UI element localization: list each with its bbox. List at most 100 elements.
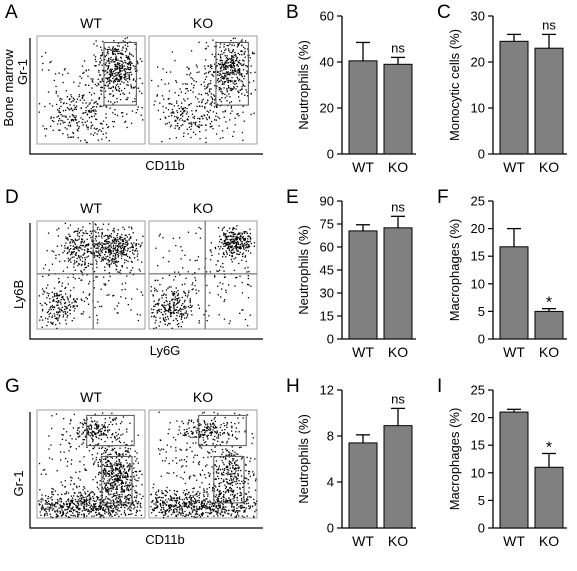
bar-ko — [534, 47, 564, 155]
bar-ko — [383, 227, 413, 340]
y-tick-label: 0 — [478, 332, 485, 347]
bar-chart-h: 0 4 8 12 Neutrophils (%) WT KO ns — [296, 383, 416, 549]
y-axis-label: Neutrophils (%) — [296, 40, 311, 130]
panel-letter-b: B — [286, 2, 299, 23]
scatter-dots — [150, 411, 258, 519]
x-tick-label: WT — [503, 344, 525, 360]
group-label-right: KO — [193, 389, 213, 405]
y-tick-label: 0 — [478, 521, 485, 536]
significance-label: ns — [391, 40, 405, 55]
significance-label: ns — [391, 199, 405, 214]
significance-label: * — [546, 439, 552, 456]
y-tick-label: 90 — [320, 194, 334, 209]
gate-box — [103, 41, 137, 106]
y-tick-label: 8 — [327, 429, 334, 444]
group-label-left: WT — [80, 200, 102, 216]
panel-letter-h: H — [286, 376, 300, 397]
group-label-left: WT — [80, 15, 102, 31]
x-tick-label: KO — [388, 344, 408, 360]
x-tick-label: WT — [352, 344, 374, 360]
y-tick-label: 10 — [471, 276, 485, 291]
scatter-dots — [38, 222, 144, 330]
x-tick-label: KO — [388, 533, 408, 549]
bar-ko — [383, 63, 413, 155]
bar-ko — [534, 466, 564, 529]
y-axis-label: Monocytic cells (%) — [447, 29, 462, 141]
y-tick-label: 15 — [320, 309, 334, 324]
y-tick-label: 40 — [320, 55, 334, 70]
gate-box-upper — [86, 414, 135, 447]
y-tick-label: 15 — [471, 438, 485, 453]
group-label-right: KO — [193, 15, 213, 31]
flow-cytometry-panel-a: WT KO Bone marrow Gr-1 CD11b — [1, 15, 263, 173]
y-axis-label: Neutrophils (%) — [296, 414, 311, 504]
significance-label: * — [546, 295, 552, 312]
y-axis-label-tissue: Bone marrow — [1, 49, 16, 127]
bar-wt — [499, 40, 529, 155]
x-tick-label: WT — [503, 533, 525, 549]
axis-lines — [29, 223, 263, 340]
y-tick-label: 5 — [478, 304, 485, 319]
y-tick-label: 5 — [478, 493, 485, 508]
axis-lines — [29, 38, 263, 155]
panel-letter-e: E — [286, 187, 299, 208]
bar-wt — [348, 230, 378, 340]
bar-chart-c: 0 10 20 30 Monocytic cells (%) WT KO ns — [447, 9, 567, 175]
axis-lines — [29, 412, 263, 529]
y-tick-label: 10 — [471, 101, 485, 116]
y-axis-label: Gr-1 — [11, 470, 26, 496]
significance-label: ns — [542, 17, 556, 32]
gate-box-lower — [213, 455, 245, 504]
y-tick-label: 60 — [320, 240, 334, 255]
y-axis-label: Macrophages (%) — [447, 219, 462, 322]
y-tick-label: 20 — [320, 101, 334, 116]
bar-wt — [348, 442, 378, 529]
plot-frame — [36, 220, 146, 330]
y-tick-label: 20 — [471, 55, 485, 70]
bar-ko — [383, 425, 413, 529]
y-tick-label: 0 — [327, 521, 334, 536]
gate-box-upper — [198, 414, 247, 447]
bar-ko — [534, 310, 564, 340]
panel-letter-d: D — [5, 187, 19, 208]
panel-letter-g: G — [5, 376, 20, 397]
bar-chart-b: 0 20 40 60 Neutrophils (%) WT KO ns — [296, 9, 416, 175]
y-tick-label: 0 — [478, 147, 485, 162]
x-tick-label: KO — [539, 344, 559, 360]
x-tick-label: WT — [503, 159, 525, 175]
group-label-left: WT — [80, 389, 102, 405]
x-axis-label: Ly6G — [150, 343, 181, 358]
y-tick-label: 15 — [471, 249, 485, 264]
group-label-right: KO — [193, 200, 213, 216]
panel-letter-f: F — [437, 187, 449, 208]
bar-wt — [499, 411, 529, 529]
y-tick-label: 30 — [471, 9, 485, 24]
bar-wt — [499, 246, 529, 340]
x-axis-label: CD11b — [145, 532, 185, 547]
x-axis-label: CD11b — [145, 158, 185, 173]
scatter-dots — [38, 37, 144, 144]
x-tick-label: KO — [539, 533, 559, 549]
y-tick-label: 60 — [320, 9, 334, 24]
x-tick-label: KO — [539, 159, 559, 175]
bar-chart-e: 0 15 30 45 60 75 90 Neutrophils (%) WT KO ns — [296, 194, 416, 360]
panel-letter-a: A — [5, 2, 18, 23]
y-tick-label: 45 — [320, 263, 334, 278]
panel-letter-i: I — [437, 376, 443, 397]
y-tick-label: 4 — [327, 475, 334, 490]
x-tick-label: WT — [352, 159, 374, 175]
bar-chart-f: 0 5 10 15 20 25 Macrophages (%) WT KO * — [447, 194, 567, 360]
y-axis-label: Ly6B — [11, 280, 26, 309]
gate-box — [215, 41, 249, 106]
y-axis-label: Neutrophils (%) — [296, 225, 311, 315]
y-tick-label: 20 — [471, 221, 485, 236]
y-tick-label: 0 — [327, 332, 334, 347]
flow-cytometry-panel-g: WT KO Gr-1 CD11b — [11, 389, 263, 547]
y-tick-label: 10 — [471, 465, 485, 480]
y-tick-label: 75 — [320, 217, 334, 232]
scatter-dots — [150, 225, 256, 330]
scatter-dots — [38, 412, 144, 519]
y-tick-label: 30 — [320, 286, 334, 301]
plot-frame — [148, 409, 258, 519]
y-tick-label: 25 — [471, 194, 485, 209]
